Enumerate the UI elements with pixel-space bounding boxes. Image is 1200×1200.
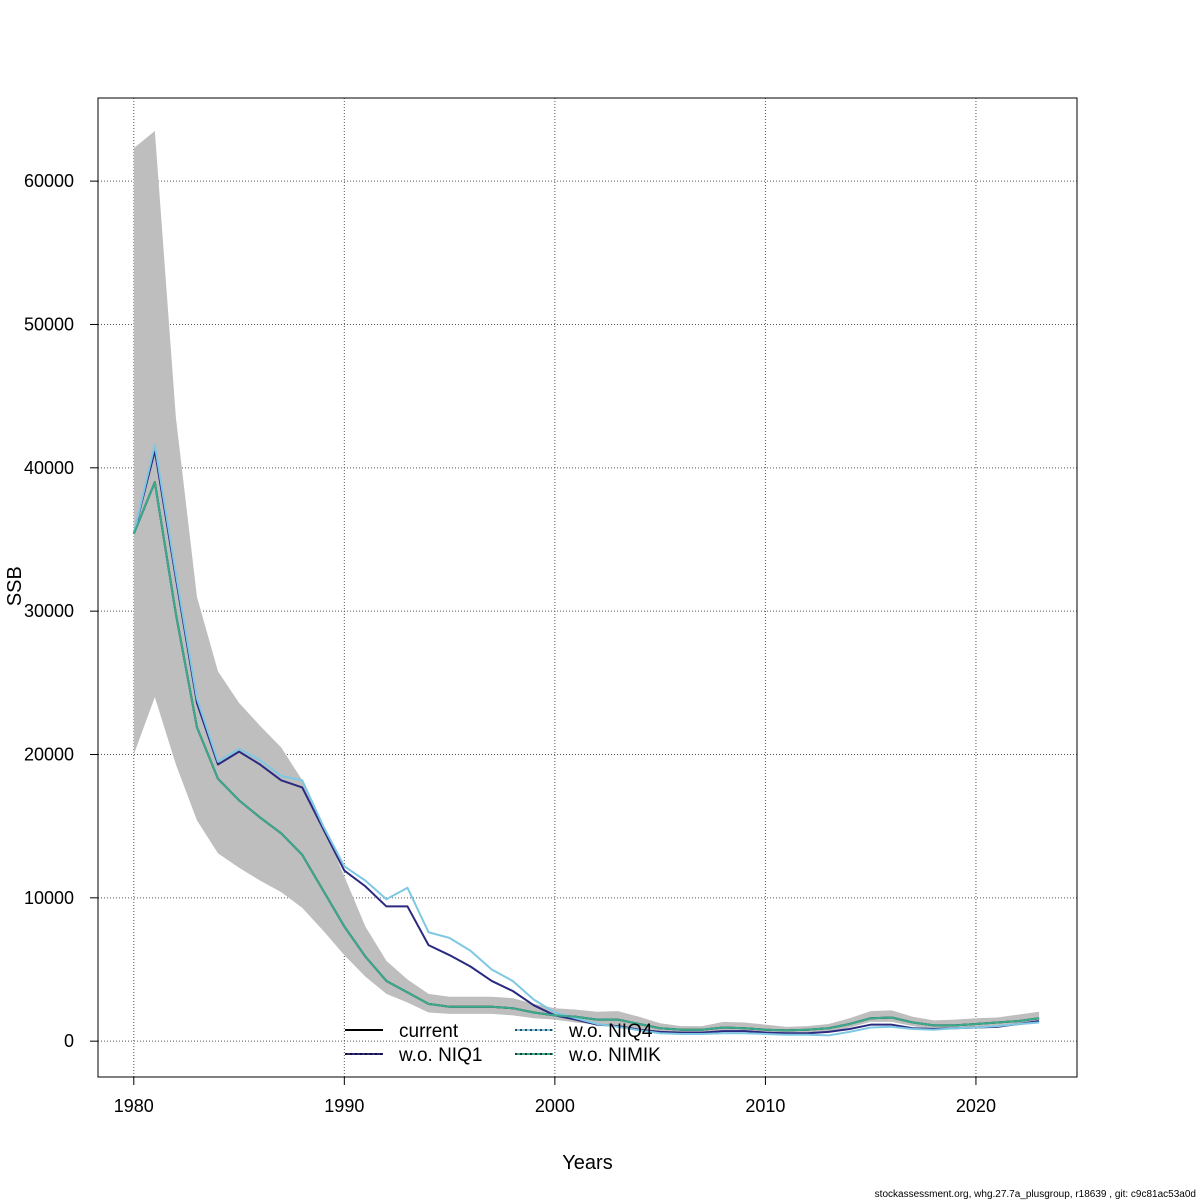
- ci-band-area: [133, 130, 1040, 1034]
- x-axis: 1980 1990 2000 2010 2020: [114, 1076, 996, 1116]
- y-tick-label: 60000: [24, 171, 74, 191]
- series-line-w-o-niq4: [132, 443, 1040, 1037]
- x-tick-label: 1980: [114, 1096, 154, 1116]
- legend-label: w.o. NIQ1: [398, 1045, 482, 1066]
- y-tick-label: 30000: [24, 601, 74, 621]
- y-tick-label: 10000: [24, 888, 74, 908]
- footer-credit: stockassessment.org, whg.27.7a_plusgroup…: [875, 1189, 1196, 1200]
- series-lines: [132, 443, 1040, 1037]
- legend-label: w.o. NIQ4: [568, 1021, 653, 1042]
- y-axis-title: SSB: [4, 566, 26, 606]
- series-line-w-o-niq1: [132, 449, 1040, 1035]
- confidence-band: [133, 130, 1040, 1034]
- y-tick-label: 0: [64, 1031, 74, 1051]
- y-tick-label: 20000: [24, 744, 74, 764]
- y-tick-label: 40000: [24, 458, 74, 478]
- x-tick-label: 2010: [745, 1096, 785, 1116]
- legend-label: w.o. NIMIK: [568, 1045, 661, 1066]
- legend-label: current: [399, 1021, 459, 1042]
- x-axis-title: Years: [562, 1152, 612, 1174]
- x-tick-label: 1990: [324, 1096, 364, 1116]
- y-tick-label: 50000: [24, 314, 74, 334]
- x-tick-label: 2020: [956, 1096, 996, 1116]
- x-tick-label: 2000: [535, 1096, 575, 1116]
- series-line-w-o-nimik: [132, 481, 1040, 1032]
- grid-lines: [98, 98, 1077, 1077]
- plot-frame: [97, 97, 1078, 1078]
- legend: current w.o. NIQ1 w.o. NIQ4 w.o. NIMIK: [345, 1021, 661, 1066]
- y-axis: 0 10000 20000 30000 40000 50000 60000: [24, 171, 98, 1051]
